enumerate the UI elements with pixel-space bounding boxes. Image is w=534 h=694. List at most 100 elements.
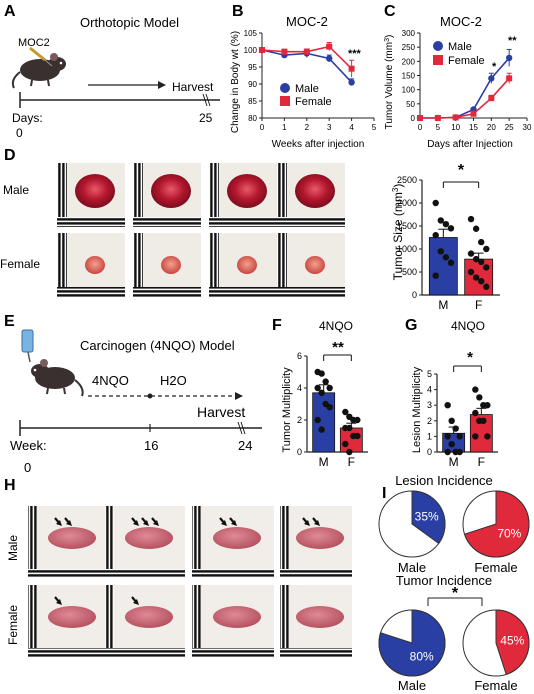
F-y-tick-label: 2 [297,415,302,425]
tongue [296,606,344,628]
ruler [277,163,287,227]
ruler [57,163,67,227]
F-bar-f [339,427,363,453]
C-x-tick-label: 0 [418,123,423,132]
panel-e-title: Carcinogen (4NQO) Model [80,338,235,353]
ruler [192,585,201,657]
tumor-photo [209,233,277,297]
G-dot [484,402,491,409]
D-dot [447,259,455,266]
F-dot [314,416,321,424]
panel-h: H Male Female [4,477,352,657]
C-point-female [506,75,513,82]
panel-b-letter: B [232,3,244,20]
D-y-tick-label: 2000 [397,198,417,208]
tongue-photo [28,506,108,578]
G-dot [444,433,451,440]
panel-c-ylabel: Tumor Volume (mm3) [384,35,396,130]
ruler [280,569,352,578]
D-dot [483,245,490,253]
tongue [213,527,261,549]
panel-e-week-mid: 16 [144,438,158,453]
ruler [192,569,274,578]
panel-e-week-start: 0 [24,460,31,475]
panel-c-sig2: ** [508,35,517,47]
panel-d-row-male: Male [3,183,29,197]
ruler [57,233,67,297]
F-y-tick-label: 6 [297,351,302,361]
D-dot [467,250,475,257]
lesion-arrow-head [133,520,139,526]
D-dot [437,217,444,224]
G-dot [448,417,455,424]
G-dot [444,402,451,409]
panel-f-letter: F [272,317,282,334]
G-dot [456,448,463,456]
D-dot [472,255,480,263]
panel-g-significance: * [467,349,473,366]
tumor-photo [133,163,201,227]
tongue-photo [105,506,185,578]
panel-d-ylabel: Tumor Size (mm3) [391,184,406,281]
panel-b-title: MOC-2 [286,14,328,29]
panel-a-cell-line: MOC2 [18,37,50,49]
F-cat-label: F [348,455,355,469]
lesion-arrow-head [314,520,320,526]
panel-a-day-end: 25 [199,111,213,125]
lesion-arrow-head [153,520,159,526]
D-y-tick-label: 0 [412,290,417,300]
B-point-male [348,79,355,86]
panel-a-title: Orthotopic Model [80,15,179,30]
C-point-female [417,115,423,121]
tumor-female-pie-label: 45% [500,633,524,647]
panel-c-sig1: * [492,61,497,73]
B-y-tick-label: 80 [248,114,257,123]
panel-d-chart: 0 500 1000 1500 2000 2500 M F [397,175,500,312]
tongue-photo [105,585,185,657]
panel-e: E Carcinogen (4NQO) Model 4NQO H2O Harve… [4,313,262,475]
B-y-tick-label: 95 [248,63,257,72]
ruler [28,506,37,578]
F-dot [346,448,353,456]
tumor-male-pie-slice [378,609,446,677]
D-y-tick-label: 1500 [397,221,417,231]
D-dot [432,232,439,239]
B-point-female [259,47,265,53]
tongue [125,527,173,549]
ruler [57,287,125,297]
D-dot [472,225,480,232]
lesion-arrow-head [231,520,237,526]
F-dot [318,426,325,433]
C-y-tick-label: 50 [406,100,415,109]
C-point-female [470,110,477,117]
panel-c-legend: Male Female [433,41,485,67]
tumor-photo [209,163,277,227]
female-tumor [237,256,257,274]
panel-g-ylabel: Lesion Multiplicity [411,366,423,453]
panel-i-tumor-title: Tumor Incidence [396,573,492,588]
tongue [48,527,96,549]
mouse-illustration-e [31,359,84,397]
B-x-tick-label: 5 [372,123,377,132]
C-y-tick-label: 0 [411,114,416,123]
panel-g-letter: G [405,317,417,334]
male-tumor [227,174,267,208]
G-dot [484,433,491,440]
lesion-arrow-head [304,520,310,526]
lesion-female-pie-slice [463,490,530,558]
F-y-tick-label: 0 [297,447,302,457]
panel-d-row-female: Female [0,257,40,271]
panel-f-chart: 0 2 4 6 M F [297,351,368,469]
G-cat-label: M [449,455,459,469]
ruler [280,506,289,578]
tumor-photo [57,163,125,227]
panel-b-xlabel: Weeks after injection [272,139,365,150]
G-y-tick-label: 4 [427,385,432,395]
G-y-tick-label: 1 [427,431,432,441]
C-point-female [452,114,459,121]
tumor-photo [57,233,125,297]
B-point-male [326,55,333,62]
B-y-tick-label: 85 [248,97,257,106]
ruler [28,569,108,578]
